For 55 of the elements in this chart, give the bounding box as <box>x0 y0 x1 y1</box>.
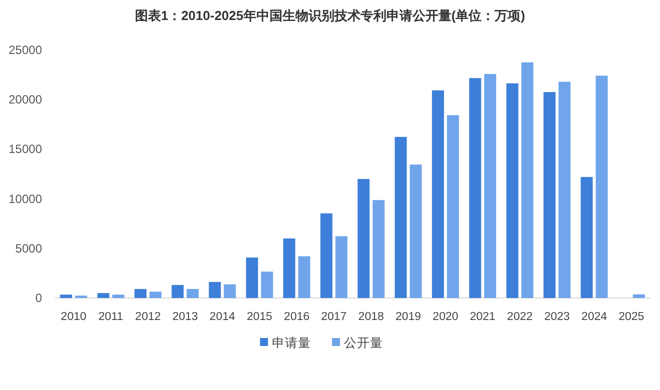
x-tick-label: 2013 <box>172 311 198 323</box>
y-tick-label: 5000 <box>15 241 42 256</box>
bar <box>446 115 459 298</box>
bar <box>558 82 571 298</box>
bar <box>261 272 274 298</box>
y-tick-label: 10000 <box>8 192 42 206</box>
x-tick-label: 2022 <box>507 311 533 323</box>
bar <box>596 76 608 298</box>
bar <box>112 294 124 298</box>
bar <box>298 256 310 298</box>
bar <box>544 92 556 298</box>
x-tick-label: 2015 <box>246 311 272 323</box>
bar <box>506 83 518 298</box>
bar <box>335 236 348 298</box>
bar <box>134 288 146 298</box>
bar <box>283 238 296 298</box>
bar <box>186 288 199 298</box>
x-tick-label: 2019 <box>395 311 422 323</box>
x-tick-label: 2014 <box>210 311 236 323</box>
y-tick-label: 0 <box>35 291 42 305</box>
x-tick-label: 2010 <box>60 311 86 323</box>
bar <box>372 200 385 298</box>
bar <box>580 176 593 298</box>
bar <box>320 213 332 298</box>
bar <box>632 294 645 298</box>
bar <box>149 292 162 298</box>
y-tick-label: 15000 <box>8 142 42 156</box>
x-tick-label: 2018 <box>358 311 384 323</box>
bar <box>394 136 407 298</box>
x-tick-label: 2021 <box>470 311 496 323</box>
bar <box>60 294 72 298</box>
bar <box>432 90 444 298</box>
x-tick-label: 2012 <box>135 311 161 323</box>
bar <box>208 282 221 298</box>
bar <box>469 78 482 298</box>
bar <box>172 285 184 298</box>
bar <box>484 74 496 298</box>
bar <box>521 62 534 298</box>
x-tick-label: 2011 <box>98 311 124 323</box>
y-tick-label: 25000 <box>8 43 42 57</box>
bar <box>410 164 422 298</box>
x-tick-label: 2017 <box>321 311 347 323</box>
x-tick-label: 2024 <box>581 311 608 323</box>
y-tick-label: 20000 <box>8 92 42 107</box>
bar <box>224 284 236 298</box>
bar <box>97 293 110 298</box>
x-tick-label: 2025 <box>618 311 644 323</box>
x-tick-label: 2020 <box>432 311 458 323</box>
bar <box>358 178 370 298</box>
x-tick-label: 2023 <box>544 311 570 323</box>
bar <box>246 258 258 298</box>
legend-label: 公开量 <box>344 336 383 350</box>
legend-label: 申请量 <box>272 336 311 350</box>
chart-title: 图表1：2010-2025年中国生物识别技术专利申请公开量(单位：万项) <box>134 8 526 23</box>
x-tick-label: 2016 <box>284 311 310 323</box>
